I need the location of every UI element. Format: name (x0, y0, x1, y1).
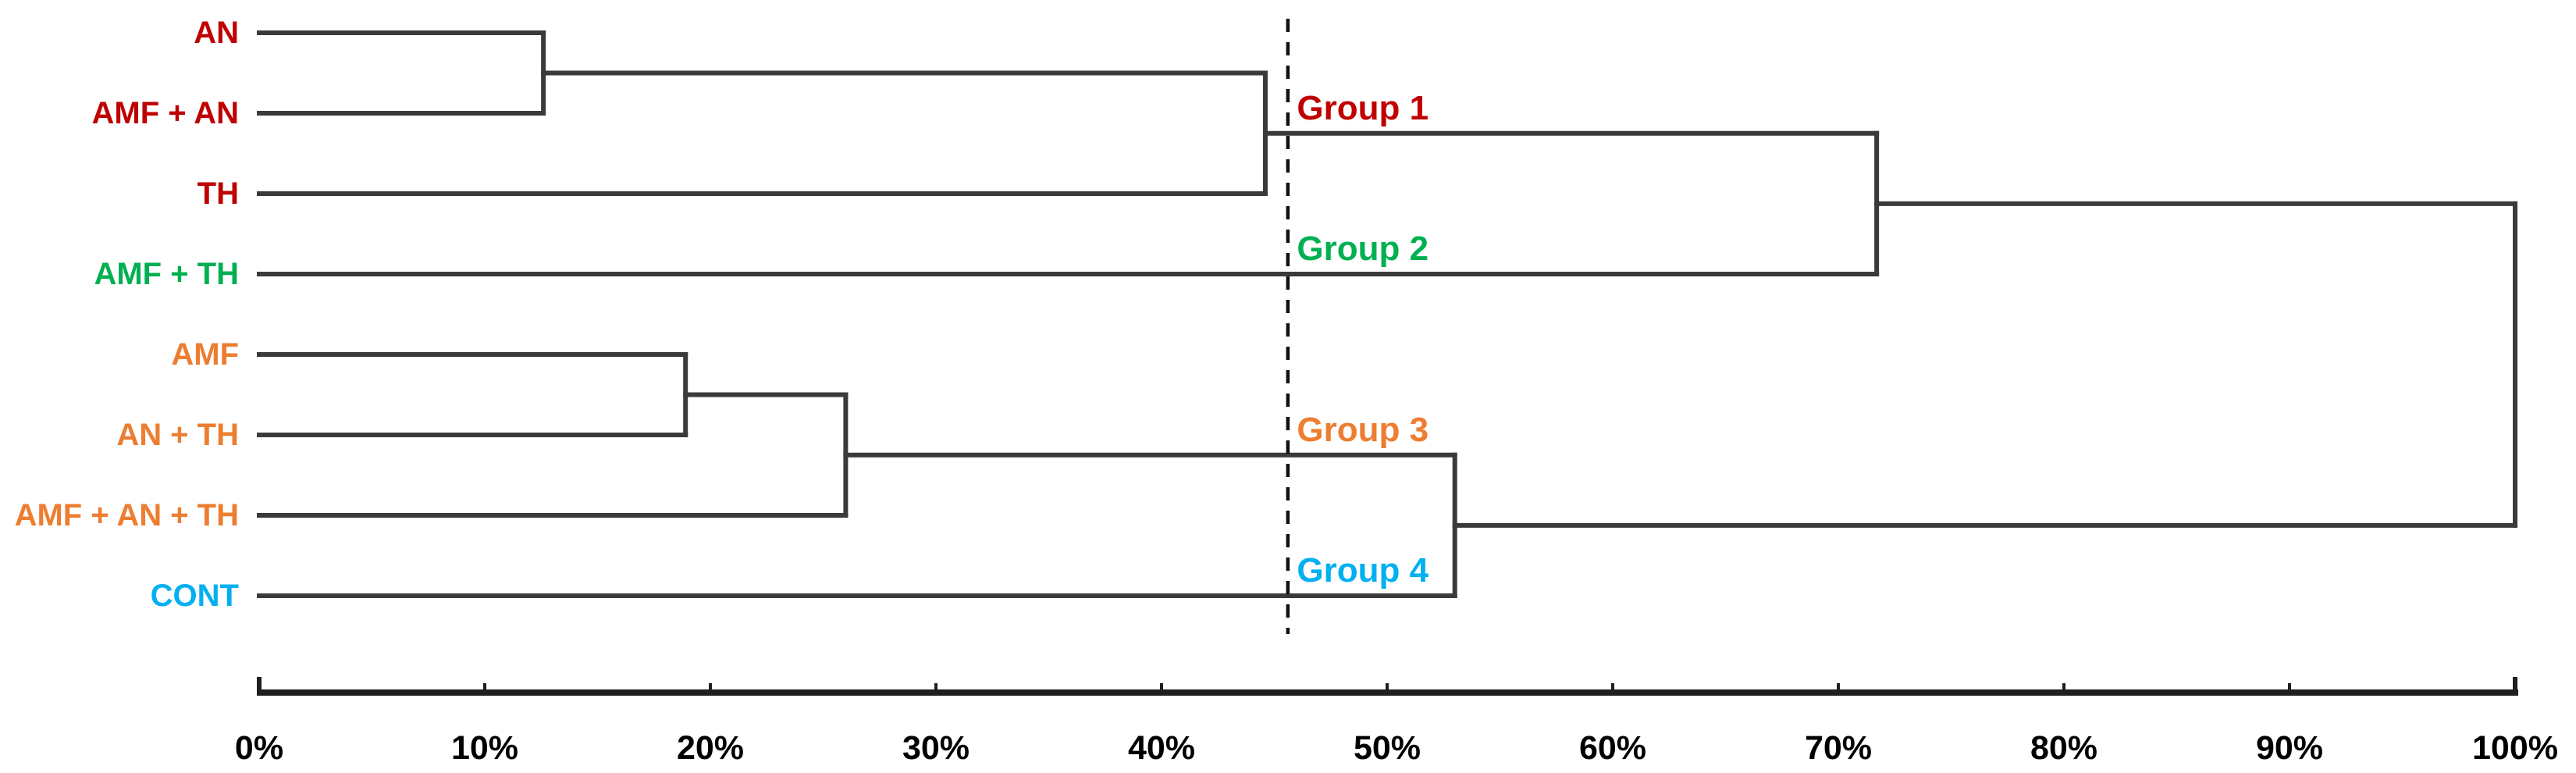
leaf-label-an: AN (194, 16, 239, 50)
leaf-label-amf: AMF (171, 337, 239, 372)
leaf-label-amf-th: AMF + TH (94, 257, 239, 291)
x-axis-tick-label: 100% (2472, 729, 2558, 767)
group-label-1: Group 1 (1297, 89, 1429, 127)
leaf-label-amf-an: AMF + AN (91, 96, 239, 130)
x-axis-tick-label: 0% (235, 729, 283, 767)
group-label-2: Group 2 (1297, 230, 1429, 268)
leaf-label-cont: CONT (151, 579, 239, 613)
x-axis-tick-label: 60% (1579, 729, 1646, 767)
leaf-label-an-th: AN + TH (116, 418, 239, 452)
x-axis-tick-label: 90% (2256, 729, 2323, 767)
x-axis-tick-label: 30% (902, 729, 970, 767)
x-axis-tick-label: 80% (2030, 729, 2097, 767)
x-axis-tick-label: 40% (1128, 729, 1195, 767)
group-label-4: Group 4 (1297, 551, 1429, 590)
x-axis-tick-label: 10% (451, 729, 518, 767)
leaf-label-th: TH (197, 176, 239, 211)
leaf-label-amf-an-th: AMF + AN + TH (15, 498, 239, 533)
x-axis-tick-label: 70% (1805, 729, 1872, 767)
x-axis-tick-label: 50% (1354, 729, 1421, 767)
group-label-3: Group 3 (1297, 411, 1429, 449)
x-axis-tick-label: 20% (677, 729, 744, 767)
